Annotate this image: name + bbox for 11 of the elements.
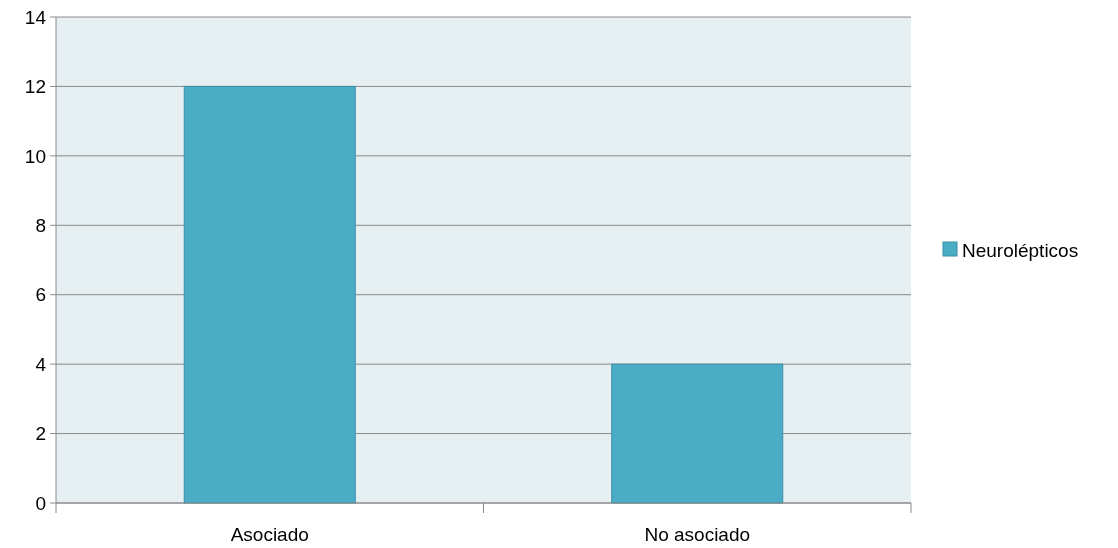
y-tick-label: 2 bbox=[35, 423, 46, 445]
y-tick-label: 12 bbox=[24, 76, 46, 98]
legend-label: Neurolépticos bbox=[962, 239, 1079, 261]
y-tick-label: 14 bbox=[24, 6, 47, 28]
y-tick-label: 0 bbox=[35, 492, 46, 514]
y-tick-label: 10 bbox=[24, 145, 46, 167]
y-tick-label: 8 bbox=[35, 214, 46, 236]
y-tick-label: 4 bbox=[35, 353, 47, 375]
y-tick-label: 6 bbox=[35, 284, 46, 306]
x-tick-label: Asociado bbox=[230, 524, 309, 545]
x-tick-label: No asociado bbox=[644, 524, 751, 545]
